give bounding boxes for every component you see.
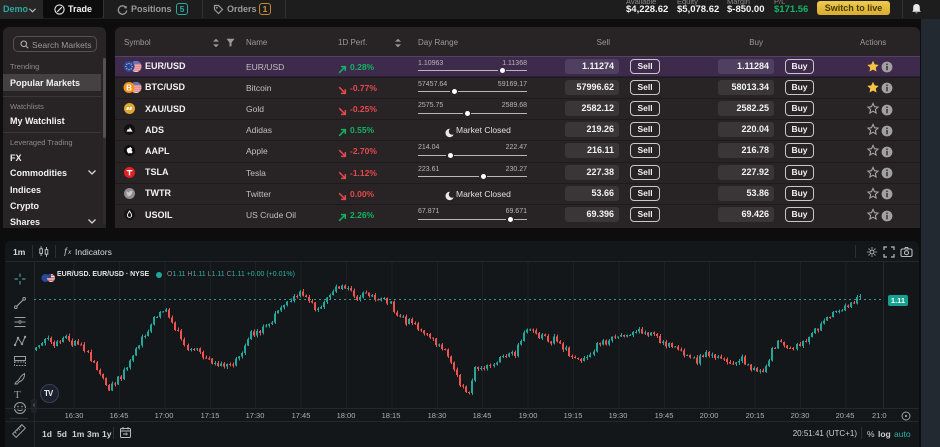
svg-text:B: B: [126, 83, 132, 92]
